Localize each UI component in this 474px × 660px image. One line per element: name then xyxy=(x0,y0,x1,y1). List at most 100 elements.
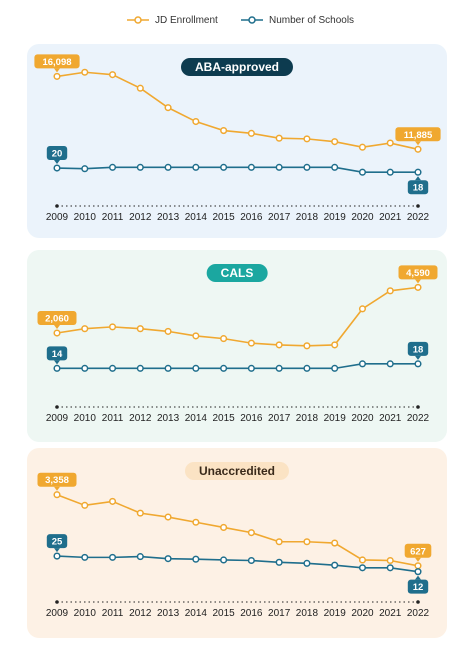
x-tick-label: 2019 xyxy=(324,413,347,424)
legend-jd-marker-icon xyxy=(127,16,149,24)
x-tick-label: 2017 xyxy=(268,212,291,223)
value-label-jd: 11,885 xyxy=(395,127,441,146)
data-point-jd xyxy=(303,538,311,546)
data-point-schools xyxy=(247,163,255,171)
data-point-schools xyxy=(220,556,228,564)
data-point-schools xyxy=(386,168,394,176)
x-tick-label: 2013 xyxy=(157,413,180,424)
x-tick-label: 2016 xyxy=(240,413,263,424)
svg-text:20: 20 xyxy=(52,149,63,160)
data-point-schools xyxy=(53,164,61,172)
legend-label-jd: JD Enrollment xyxy=(155,14,218,26)
value-label-schools: 18 xyxy=(407,176,429,195)
x-tick-label: 2015 xyxy=(212,413,235,424)
value-label-schools: 25 xyxy=(46,534,68,553)
x-tick-label: 2012 xyxy=(129,608,152,619)
data-point-jd xyxy=(164,327,172,335)
data-point-schools xyxy=(247,364,255,372)
series-line-jd xyxy=(56,493,419,567)
x-tick-label: 2018 xyxy=(296,413,319,424)
data-point-schools xyxy=(358,168,367,176)
x-tick-label: 2022 xyxy=(407,608,430,619)
x-tick-label: 2009 xyxy=(46,413,69,424)
x-tick-label: 2022 xyxy=(407,413,430,424)
x-tick-label: 2014 xyxy=(185,212,208,223)
x-tick-label: 2021 xyxy=(379,212,402,223)
series-line-jd xyxy=(56,71,419,151)
series-line-schools xyxy=(57,363,418,370)
chart-aba: 2009 2010 2011 2012 2013 2014 2015 2016 2017 2018… xyxy=(34,54,441,223)
x-tick-label: 2010 xyxy=(74,212,97,223)
data-point-jd xyxy=(386,287,394,295)
data-point-schools xyxy=(81,553,89,561)
data-point-schools xyxy=(331,163,339,171)
data-point-jd xyxy=(53,329,61,337)
data-point-schools xyxy=(164,364,172,372)
legend-item-jd: JD Enrollment xyxy=(127,10,218,30)
data-point-jd xyxy=(53,491,61,499)
panel-aba: 2009 2010 2011 2012 2013 2014 2015 2016 2017 2018… xyxy=(27,44,447,238)
data-point-schools xyxy=(358,360,367,368)
x-tick-label: 2016 xyxy=(240,212,263,223)
x-tick-label: 2021 xyxy=(379,413,402,424)
x-tick-label: 2014 xyxy=(185,608,208,619)
axis-end-dot xyxy=(55,405,59,409)
data-point-jd xyxy=(164,513,172,521)
data-point-schools xyxy=(220,364,228,372)
data-point-jd xyxy=(414,562,422,570)
chart-title-cals: CALS xyxy=(206,264,268,282)
data-point-jd xyxy=(247,529,255,537)
x-tick-label: 2013 xyxy=(157,608,180,619)
data-point-jd xyxy=(386,139,394,147)
series-line-schools xyxy=(56,555,419,573)
svg-text:16,098: 16,098 xyxy=(42,57,71,68)
data-point-jd xyxy=(331,341,339,349)
data-point-jd xyxy=(136,84,144,92)
data-point-schools xyxy=(53,552,61,560)
data-point-schools xyxy=(164,163,172,171)
data-point-jd xyxy=(108,71,117,79)
data-point-jd xyxy=(275,341,283,349)
x-tick-label: 2015 xyxy=(212,212,235,223)
svg-text:3,358: 3,358 xyxy=(45,475,69,486)
svg-text:14: 14 xyxy=(52,349,63,360)
x-tick-label: 2010 xyxy=(74,413,97,424)
x-tick-label: 2011 xyxy=(102,413,124,424)
legend: JD Enrollment Number of Schools xyxy=(0,10,474,30)
data-point-jd xyxy=(331,138,339,146)
data-point-schools xyxy=(386,360,394,368)
data-point-jd xyxy=(220,523,228,531)
x-tick-label: 2019 xyxy=(324,212,347,223)
x-tick-label: 2014 xyxy=(185,413,208,424)
value-label-schools: 12 xyxy=(407,575,429,594)
series-line-jd xyxy=(56,286,419,347)
data-point-jd xyxy=(220,335,228,343)
data-point-jd xyxy=(136,509,144,517)
x-tick-label: 2017 xyxy=(268,413,291,424)
x-tick-label: 2020 xyxy=(351,212,374,223)
series-line-schools xyxy=(56,166,418,173)
panel-unaccredited: 2009 2010 2011 2012 2013 2014 2015 2016 2017 2018… xyxy=(27,448,447,638)
data-point-jd xyxy=(136,325,144,333)
x-tick-label: 2009 xyxy=(46,212,69,223)
data-point-schools xyxy=(386,564,394,572)
chart-unaccredited: 2009 2010 2011 2012 2013 2014 2015 2016 2017 2018… xyxy=(37,472,432,619)
data-point-schools xyxy=(414,168,422,176)
data-point-jd xyxy=(247,129,255,137)
x-tick-label: 2020 xyxy=(351,413,374,424)
x-tick-label: 2018 xyxy=(296,212,319,223)
data-point-schools xyxy=(136,163,144,171)
x-tick-label: 2022 xyxy=(407,212,430,223)
x-tick-label: 2011 xyxy=(102,212,124,223)
data-point-schools xyxy=(108,163,117,171)
x-tick-label: 2020 xyxy=(351,608,374,619)
axis-end-dot xyxy=(55,600,59,604)
svg-text:25: 25 xyxy=(52,537,63,548)
chart-title-unaccredited: Unaccredited xyxy=(184,462,290,480)
data-point-jd xyxy=(81,501,89,509)
data-point-jd xyxy=(386,556,394,565)
data-point-schools xyxy=(275,558,283,566)
x-tick-label: 2021 xyxy=(379,608,402,619)
data-point-schools xyxy=(331,364,339,372)
